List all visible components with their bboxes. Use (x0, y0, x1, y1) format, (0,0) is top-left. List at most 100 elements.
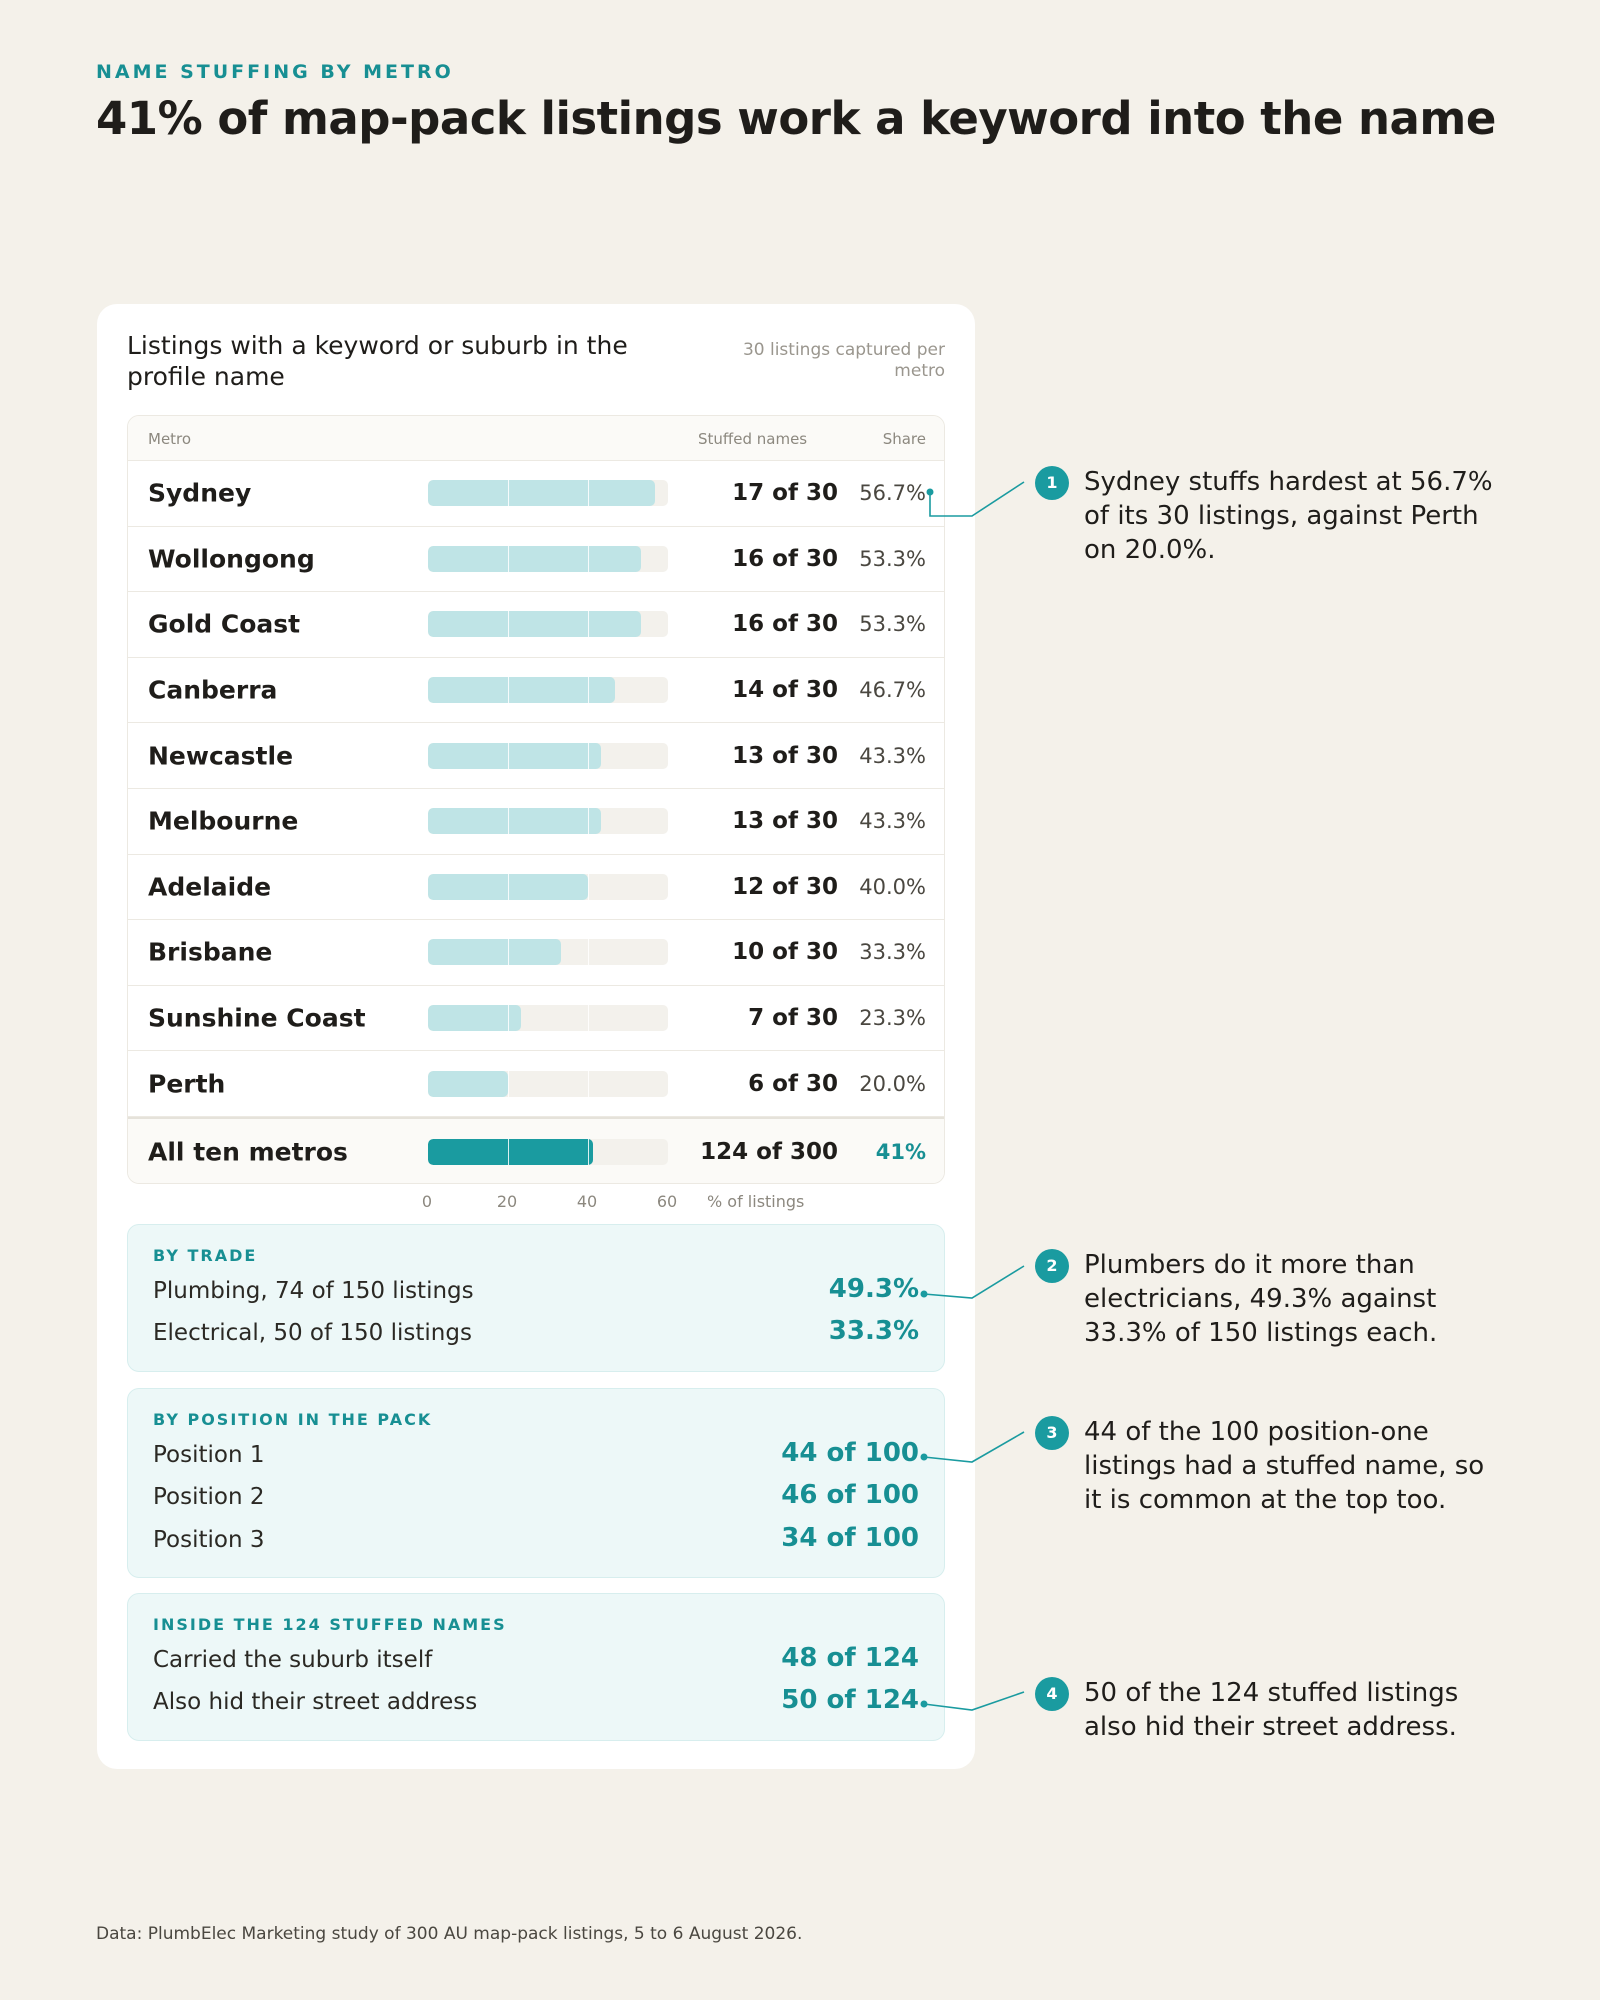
metro-name: Newcastle (148, 741, 294, 771)
bar (428, 808, 602, 835)
gridline (588, 677, 589, 704)
panel-row-label: Position 1 (153, 1442, 265, 1468)
gridline (588, 1070, 589, 1097)
callout-text: 50 of the 124 stuffed listings also hid … (1084, 1678, 1459, 1742)
gridline (588, 480, 589, 507)
bar-track (428, 480, 668, 507)
gridline (588, 1005, 589, 1032)
share-value: 43.3% (859, 743, 926, 768)
stuffed-count: 16 of 30 (732, 611, 838, 638)
bar-track (428, 545, 668, 572)
eyebrow: NAME STUFFING BY METRO (96, 61, 454, 83)
share-value: 46.7% (859, 678, 926, 703)
gridline (508, 742, 509, 769)
panel-title: BY TRADE (153, 1246, 258, 1265)
metro-name: All ten metros (148, 1137, 348, 1166)
panel-row-value: 46 of 100 (781, 1480, 919, 1510)
bar (428, 480, 655, 507)
x-tick-label: 0 (421, 1192, 433, 1211)
panel-title: BY POSITION IN THE PACK (153, 1410, 433, 1429)
gridline (588, 873, 589, 900)
table-row: Sydney 17 of 30 56.7% (128, 461, 944, 527)
panel-row: Position 3 34 of 100 (153, 1523, 919, 1559)
table-row: Newcastle 13 of 30 43.3% (128, 723, 944, 789)
card-note: 30 listings captured per metro (742, 340, 945, 381)
table-total-row: All ten metros 124 of 300 41% (128, 1117, 944, 1183)
gridline (508, 939, 509, 966)
panel-row-label: Electrical, 50 of 150 listings (153, 1320, 472, 1346)
bar-total (428, 1138, 594, 1165)
panel-row-label: Position 2 (153, 1484, 265, 1510)
gridline (588, 939, 589, 966)
column-header-metro: Metro (148, 430, 192, 448)
bar-track (428, 1005, 668, 1032)
stuffed-count: 6 of 30 (748, 1070, 838, 1097)
gridline (508, 677, 509, 704)
callout-number-badge: 3 (1035, 1416, 1069, 1450)
share-value: 33.3% (859, 940, 926, 965)
bar (428, 545, 642, 572)
x-tick-label: 20 (496, 1192, 518, 1211)
stuffed-count: 13 of 30 (732, 742, 838, 769)
stuffed-count: 13 of 30 (732, 808, 838, 835)
bar-track (428, 611, 668, 638)
share-value: 43.3% (859, 809, 926, 834)
gridline (588, 808, 589, 835)
table-row: Canberra 14 of 30 46.7% (128, 658, 944, 724)
x-axis: % of listings 0 20 40 60 (422, 1184, 927, 1211)
table-row: Gold Coast 16 of 30 53.3% (128, 592, 944, 658)
metro-name: Canberra (148, 675, 278, 705)
metro-name: Perth (148, 1069, 226, 1099)
table-row: Melbourne 13 of 30 43.3% (128, 789, 944, 855)
share-value: 53.3% (859, 612, 926, 637)
share-value: 41% (875, 1139, 926, 1164)
metro-name: Gold Coast (148, 609, 301, 639)
gridline (508, 1005, 509, 1032)
metro-table: Metro Stuffed names Share Sydney 17 of 30… (127, 415, 945, 1184)
headline: 41% of map-pack listings work a keyword … (96, 92, 1496, 145)
gridline (588, 742, 589, 769)
panel-row: Position 2 46 of 100 (153, 1480, 919, 1516)
bar-track (428, 939, 668, 966)
panel-row-label: Plumbing, 74 of 150 listings (153, 1278, 474, 1304)
bar-track (428, 873, 668, 900)
metro-name: Sunshine Coast (148, 1003, 366, 1033)
stuffed-count: 17 of 30 (732, 480, 838, 507)
stuffed-count: 7 of 30 (748, 1005, 838, 1032)
table-row: Perth 6 of 30 20.0% (128, 1051, 944, 1117)
bar-track (428, 1138, 668, 1165)
stuffed-count: 124 of 300 (700, 1138, 838, 1165)
table-row: Sunshine Coast 7 of 30 23.3% (128, 986, 944, 1052)
metro-name: Wollongong (148, 544, 315, 574)
panel-row-label: Carried the suburb itself (153, 1647, 433, 1673)
bar-track (428, 1070, 668, 1097)
bar (428, 1070, 508, 1097)
gridline (588, 1138, 589, 1165)
chart-card: Listings with a keyword or suburb in the… (97, 304, 975, 1769)
column-header-stuffed: Stuffed names (698, 430, 808, 448)
share-value: 40.0% (859, 874, 926, 899)
panel-row: Also hid their street address 50 of 124 (153, 1685, 919, 1721)
panel-inside-stuffed: INSIDE THE 124 STUFFED NAMES Carried the… (127, 1593, 945, 1741)
source-note: Data: PlumbElec Marketing study of 300 A… (96, 1924, 803, 1944)
share-value: 23.3% (859, 1006, 926, 1031)
panel-by-trade: BY TRADE Plumbing, 74 of 150 listings 49… (127, 1224, 945, 1372)
gridline (588, 611, 589, 638)
panel-row: Position 1 44 of 100 (153, 1438, 919, 1474)
callout-number-badge: 2 (1035, 1249, 1069, 1283)
table-header: Metro Stuffed names Share (128, 416, 944, 461)
stuffed-count: 14 of 30 (732, 677, 838, 704)
table-row: Wollongong 16 of 30 53.3% (128, 527, 944, 593)
card-title: Listings with a keyword or suburb in the… (127, 331, 628, 391)
callout-number-badge: 4 (1035, 1677, 1069, 1711)
x-tick-label: 60 (656, 1192, 678, 1211)
x-tick-label: 40 (576, 1192, 598, 1211)
panel-row-value: 49.3% (828, 1274, 919, 1304)
panel-row-label: Position 3 (153, 1527, 265, 1553)
panel-by-position: BY POSITION IN THE PACK Position 1 44 of… (127, 1388, 945, 1578)
gridline (508, 611, 509, 638)
stuffed-count: 16 of 30 (732, 545, 838, 572)
callout-text: Sydney stuffs hardest at 56.7% of its 30… (1084, 467, 1493, 565)
bar-track (428, 808, 668, 835)
bar (428, 677, 615, 704)
